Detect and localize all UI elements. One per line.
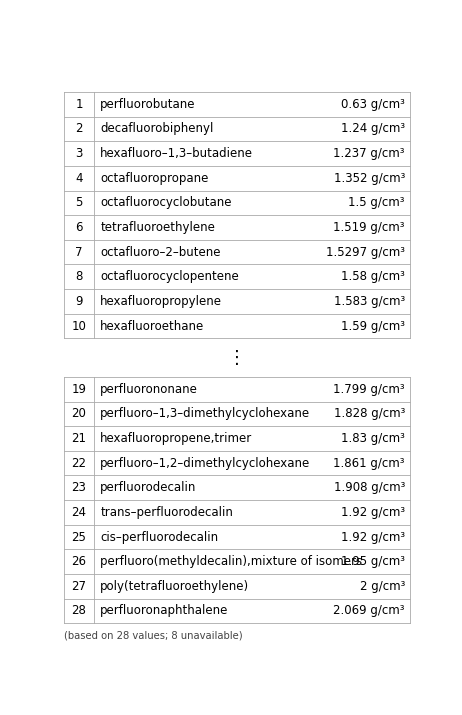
Text: cis–perfluorodecalin: cis–perfluorodecalin (100, 531, 219, 543)
Text: perfluoro–1,2–dimethylcyclohexane: perfluoro–1,2–dimethylcyclohexane (100, 457, 310, 470)
Text: perfluoro–1,3–dimethylcyclohexane: perfluoro–1,3–dimethylcyclohexane (100, 408, 310, 420)
Text: ⋮: ⋮ (228, 349, 246, 367)
Text: 5: 5 (75, 197, 83, 209)
Text: hexafluoro–1,3–butadiene: hexafluoro–1,3–butadiene (100, 147, 253, 160)
Text: 7: 7 (75, 246, 83, 259)
Text: 8: 8 (75, 270, 83, 283)
Text: octafluorocyclobutane: octafluorocyclobutane (100, 197, 232, 209)
Text: 1.5 g/cm³: 1.5 g/cm³ (348, 197, 405, 209)
Text: octafluoro–2–butene: octafluoro–2–butene (100, 246, 221, 259)
Text: trans–perfluorodecalin: trans–perfluorodecalin (100, 506, 233, 519)
Text: 1.92 g/cm³: 1.92 g/cm³ (341, 531, 405, 543)
Text: 1.95 g/cm³: 1.95 g/cm³ (341, 555, 405, 568)
Text: 1.5297 g/cm³: 1.5297 g/cm³ (326, 246, 405, 259)
Text: hexafluoropropylene: hexafluoropropylene (100, 295, 222, 308)
Text: 26: 26 (72, 555, 86, 568)
Text: 1: 1 (75, 98, 83, 111)
Text: 25: 25 (72, 531, 86, 543)
Text: 2: 2 (75, 122, 83, 135)
Text: 4: 4 (75, 172, 83, 184)
Text: perfluorononane: perfluorononane (100, 383, 198, 395)
Text: perfluorodecalin: perfluorodecalin (100, 481, 197, 494)
Text: 1.59 g/cm³: 1.59 g/cm³ (341, 320, 405, 332)
Text: 1.58 g/cm³: 1.58 g/cm³ (341, 270, 405, 283)
Text: hexafluoropropene,trimer: hexafluoropropene,trimer (100, 432, 252, 445)
Text: 22: 22 (72, 457, 86, 470)
Text: 1.861 g/cm³: 1.861 g/cm³ (334, 457, 405, 470)
Text: 27: 27 (72, 580, 86, 593)
Text: tetrafluoroethylene: tetrafluoroethylene (100, 221, 215, 234)
Text: 1.799 g/cm³: 1.799 g/cm³ (333, 383, 405, 395)
Text: 0.63 g/cm³: 0.63 g/cm³ (341, 98, 405, 111)
Text: 20: 20 (72, 408, 86, 420)
Text: 6: 6 (75, 221, 83, 234)
Text: 1.24 g/cm³: 1.24 g/cm³ (341, 122, 405, 135)
Text: 1.583 g/cm³: 1.583 g/cm³ (334, 295, 405, 308)
Text: 10: 10 (72, 320, 86, 332)
Text: 1.237 g/cm³: 1.237 g/cm³ (334, 147, 405, 160)
Text: 9: 9 (75, 295, 83, 308)
Text: perfluorobutane: perfluorobutane (100, 98, 196, 111)
Text: 1.828 g/cm³: 1.828 g/cm³ (334, 408, 405, 420)
Text: 1.519 g/cm³: 1.519 g/cm³ (334, 221, 405, 234)
Text: octafluorocyclopentene: octafluorocyclopentene (100, 270, 239, 283)
Text: 1.352 g/cm³: 1.352 g/cm³ (334, 172, 405, 184)
Text: 2 g/cm³: 2 g/cm³ (359, 580, 405, 593)
Text: 28: 28 (72, 604, 86, 618)
Text: 23: 23 (72, 481, 86, 494)
Text: hexafluoroethane: hexafluoroethane (100, 320, 205, 332)
Text: 21: 21 (72, 432, 86, 445)
Text: 2.069 g/cm³: 2.069 g/cm³ (334, 604, 405, 618)
Text: decafluorobiphenyl: decafluorobiphenyl (100, 122, 213, 135)
Text: perfluoro(methyldecalin),mixture of isomers: perfluoro(methyldecalin),mixture of isom… (100, 555, 362, 568)
Text: 24: 24 (72, 506, 86, 519)
Text: 19: 19 (72, 383, 86, 395)
Text: 1.908 g/cm³: 1.908 g/cm³ (334, 481, 405, 494)
Text: (based on 28 values; 8 unavailable): (based on 28 values; 8 unavailable) (64, 631, 243, 641)
Text: octafluoropropane: octafluoropropane (100, 172, 209, 184)
Text: perfluoronaphthalene: perfluoronaphthalene (100, 604, 229, 618)
Text: poly(tetrafluoroethylene): poly(tetrafluoroethylene) (100, 580, 249, 593)
Text: 3: 3 (75, 147, 83, 160)
Text: 1.92 g/cm³: 1.92 g/cm³ (341, 506, 405, 519)
Text: 1.83 g/cm³: 1.83 g/cm³ (341, 432, 405, 445)
